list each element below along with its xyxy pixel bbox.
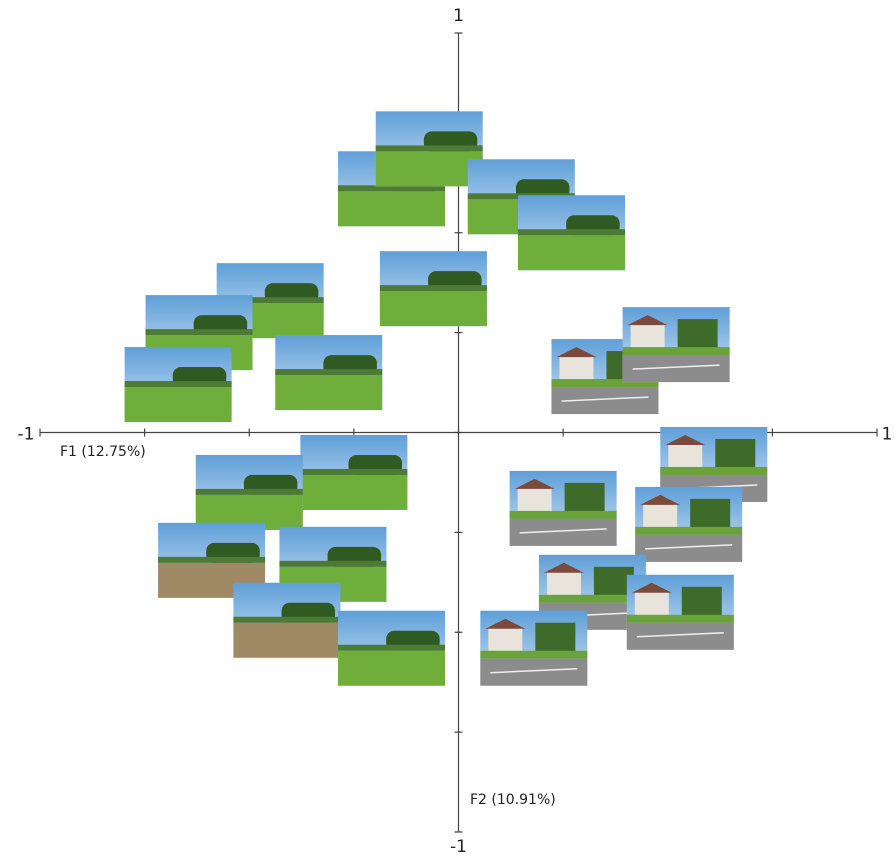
photo-field [275,375,383,411]
photo [480,610,588,686]
photos [124,111,768,686]
photo-building [630,323,665,350]
photo [338,610,446,686]
photo-roof [640,494,681,505]
photo-road-line [645,544,733,550]
photo [195,454,303,530]
photo-field [233,622,341,658]
photo-building [546,570,581,597]
photo-trees [681,586,722,619]
photo-road-line [632,364,720,370]
photo-field [338,191,446,227]
x-tick-label: 1 [882,425,893,445]
photo-building [634,590,669,617]
photo-field [300,474,408,510]
photo-roof [514,478,555,489]
photo-field [338,650,446,686]
photo-field [124,387,232,423]
photo-trees [690,498,731,531]
photo [375,111,483,187]
y-tick-label: -1 [450,837,467,856]
photo-horizon [338,644,446,651]
photo [275,335,383,411]
photo-horizon [275,369,383,376]
photo [509,470,617,546]
photo-horizon [279,560,387,567]
x-tick-label: -1 [18,425,35,445]
photo-horizon [216,297,324,304]
photo-horizon [338,185,446,192]
y-tick-label: 1 [453,6,464,26]
photo-roof [665,434,706,445]
photo-horizon [124,381,232,388]
photo-building [643,502,678,529]
photo-building [517,486,552,513]
photo-horizon [517,229,625,236]
photo-building [668,442,703,469]
photo-roof [627,315,668,326]
photo-road-line [561,396,649,402]
photo [379,251,487,327]
photo-horizon [233,616,341,623]
photo-grass [509,510,617,519]
x-axis-label: F1 (12.75%) [60,444,146,460]
photo [124,347,232,423]
photo-trees [564,482,605,515]
photo-grass [635,526,743,535]
photo-horizon [379,285,487,292]
photo-road-line [490,667,578,674]
photo-trees [535,622,576,655]
photo-grass [551,379,659,388]
photo-field [517,235,625,271]
photo-horizon [375,145,483,152]
photo [233,582,341,658]
photo-roof [485,618,526,629]
y-axis-label: F2 (10.91%) [470,792,556,808]
photo-trees [677,319,718,352]
photo [626,574,734,650]
photo [517,195,625,271]
photo-grass [622,347,730,356]
photo-grass [480,650,588,659]
photo-horizon [145,329,253,336]
photo-horizon [195,488,303,495]
photo [635,486,743,562]
photo-horizon [158,556,266,563]
photo-road-line [519,528,607,534]
photo-roof [631,582,672,593]
photo-building [488,626,523,653]
photo [622,307,730,383]
photo-field [379,291,487,327]
photo-grass [660,466,768,475]
photo-building [559,355,594,382]
photo-trees [715,438,756,471]
photo-horizon [300,468,408,475]
photo-road-line [636,632,724,638]
photo-field [375,151,483,187]
photo-grass [626,614,734,623]
photo-roof [543,562,584,573]
photo-grass [538,594,646,603]
photo [300,434,408,510]
photo-roof [556,347,597,358]
